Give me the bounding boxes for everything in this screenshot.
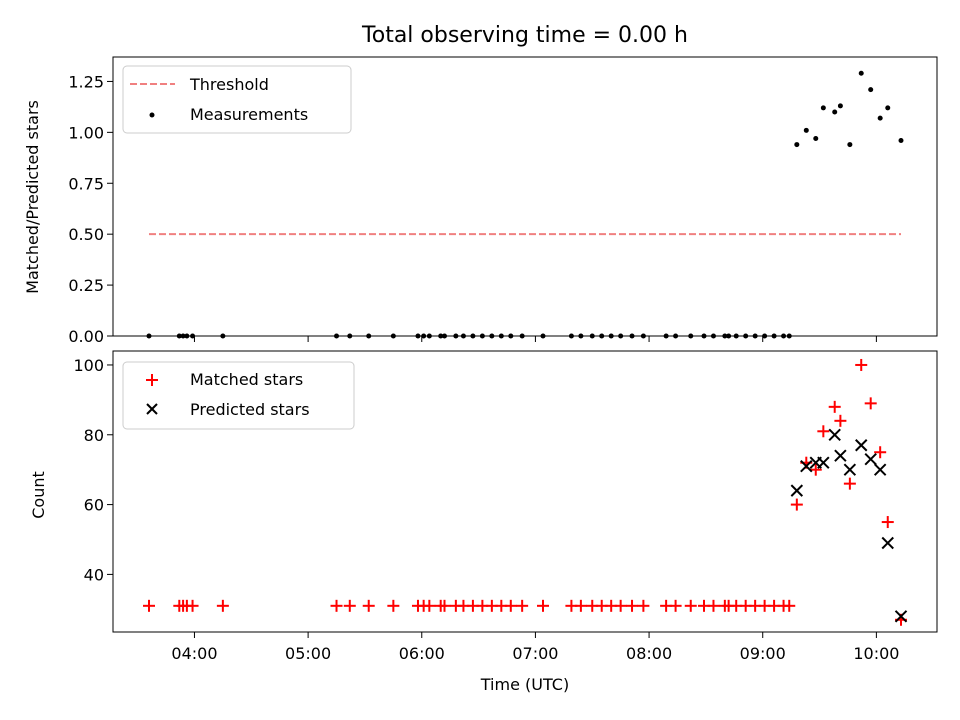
x-tick-label: 09:00 (740, 644, 786, 663)
measurement-point (858, 70, 864, 76)
predicted-star-point (864, 453, 877, 466)
matched-star-point (216, 599, 229, 612)
matched-star-point (669, 599, 682, 612)
predicted-star-point (828, 428, 841, 441)
y-tick-label: 80 (84, 426, 104, 445)
matched-star-point (637, 599, 650, 612)
y-tick-label: 100 (73, 356, 104, 375)
matched-star-point (817, 425, 830, 438)
matched-star-point (843, 477, 856, 490)
matched-star-point (855, 358, 868, 371)
measurement-point (898, 137, 904, 143)
x-tick-label: 07:00 (512, 644, 558, 663)
y-ticks-count: 40 60 80 100 (73, 356, 113, 584)
ratio-panel: Total observing time = 0.00 h Matched/Pr… (23, 23, 938, 346)
matched-star-point (864, 397, 877, 410)
y-tick-label: 1.25 (68, 72, 104, 91)
matched-star-point (874, 446, 887, 459)
matched-star-point (881, 516, 894, 529)
predicted-star-point (817, 456, 830, 469)
measurement-point (837, 103, 843, 109)
y-tick-label: 40 (84, 565, 104, 584)
y-tick-label: 0.25 (68, 276, 104, 295)
matched-star-point (142, 599, 155, 612)
measurement-point (868, 87, 874, 93)
measurement-point (847, 142, 853, 148)
measurement-point (813, 135, 819, 141)
x-tick-label: 10:00 (853, 644, 899, 663)
predicted-star-point (873, 463, 887, 476)
predicted-star-point (790, 484, 804, 497)
predicted-star-point (834, 449, 847, 462)
legend-box-count (122, 361, 355, 430)
matched-star-point (504, 599, 517, 612)
matched-star-point (834, 414, 847, 427)
y-tick-label: 1.00 (68, 123, 104, 142)
chart-title: Total observing time = 0.00 h (361, 23, 688, 48)
predicted-star-point (843, 463, 857, 476)
legend-measurements-label: Measurements (190, 105, 308, 124)
legend-matched-swatch (146, 374, 158, 386)
count-marks (142, 358, 908, 626)
legend-predicted-swatch (146, 403, 158, 415)
x-ticks-count: 04:00 05:00 06:00 07:00 08:00 09:00 10:00 (171, 632, 899, 663)
y-tick-label: 0.00 (68, 327, 104, 346)
y-tick-label: 0.50 (68, 225, 104, 244)
x-tick-label: 08:00 (626, 644, 672, 663)
matched-star-point (516, 599, 529, 612)
matched-star-point (574, 599, 587, 612)
matched-star-point (684, 599, 697, 612)
ratio-marks (146, 70, 904, 339)
x-tick-label: 06:00 (399, 644, 445, 663)
matched-star-point (186, 599, 199, 612)
matched-star-point (438, 599, 451, 612)
measurement-point (832, 109, 838, 115)
measurement-point (877, 115, 883, 121)
axes-frame-count (112, 350, 938, 633)
legend-predicted-label: Predicted stars (190, 400, 310, 419)
x-tick-label: 04:00 (171, 644, 217, 663)
measurement-point (803, 127, 809, 133)
legend-box-ratio (122, 65, 352, 134)
matched-star-point (362, 599, 375, 612)
x-axis-label: Time (UTC) (480, 675, 569, 694)
predicted-star-point (800, 459, 813, 473)
matched-star-point (790, 498, 803, 511)
legend-ratio: Threshold Measurements (122, 65, 352, 134)
legend-measurements-swatch (149, 112, 155, 118)
predicted-star-point (855, 439, 868, 452)
y-axis-label-count: Count (29, 471, 48, 519)
y-tick-label: 60 (84, 496, 104, 515)
matched-star-point (828, 400, 841, 413)
measurement-point (820, 105, 826, 111)
axes-frame-ratio (112, 56, 938, 337)
matched-star-point (536, 599, 549, 612)
measurement-point (885, 105, 891, 111)
measurement-point (794, 142, 800, 148)
predicted-star-point (881, 536, 894, 550)
matched-star-point (614, 599, 627, 612)
matched-star-point (626, 599, 639, 612)
matched-star-point (343, 599, 356, 612)
y-tick-label: 0.75 (68, 174, 104, 193)
matched-star-point (330, 599, 343, 612)
legend-matched-label: Matched stars (190, 370, 303, 389)
count-panel: Count Time (UTC) 40 60 80 100 04:00 05:00 06:… (29, 350, 938, 694)
x-tick-label: 05:00 (285, 644, 331, 663)
matched-star-point (423, 599, 436, 612)
legend-count: Matched stars Predicted stars (122, 361, 355, 430)
legend-threshold-label: Threshold (189, 75, 269, 94)
y-axis-label-ratio: Matched/Predicted stars (23, 100, 42, 294)
matched-star-point (783, 599, 796, 612)
matched-star-point (387, 599, 400, 612)
y-ticks-ratio: 0.00 0.25 0.50 0.75 1.00 1.25 (68, 72, 113, 346)
matched-star-point (707, 599, 720, 612)
predicted-star-point (894, 610, 908, 623)
matched-star-point (809, 463, 822, 476)
